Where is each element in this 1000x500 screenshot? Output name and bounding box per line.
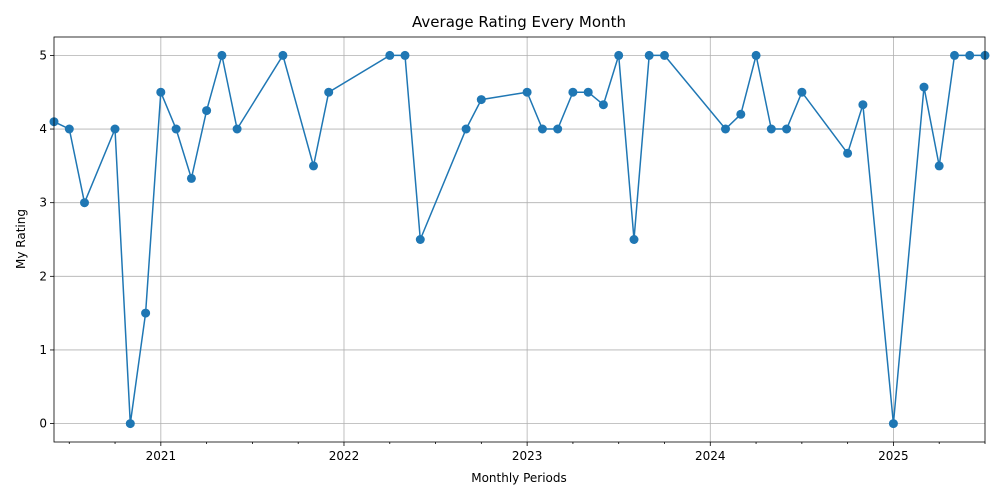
- data-point: [736, 109, 746, 119]
- y-tick-label: 3: [39, 196, 47, 210]
- data-point: [125, 419, 135, 429]
- y-tick-label: 5: [39, 48, 47, 62]
- data-point: [797, 87, 807, 97]
- data-point: [644, 50, 654, 60]
- x-tick-label: 2025: [878, 449, 909, 463]
- data-points: [49, 50, 990, 429]
- data-point: [110, 124, 120, 134]
- data-point: [614, 50, 624, 60]
- data-point: [629, 235, 639, 244]
- data-point: [476, 95, 486, 105]
- data-point: [232, 124, 242, 134]
- data-point: [843, 148, 853, 158]
- data-point: [660, 50, 669, 60]
- data-point: [64, 124, 74, 134]
- data-point: [278, 50, 288, 60]
- data-point: [950, 50, 959, 60]
- data-point: [934, 161, 944, 171]
- y-tick-label: 4: [39, 122, 47, 136]
- data-point: [80, 198, 89, 208]
- y-tick-label: 0: [39, 417, 47, 431]
- data-point: [522, 87, 532, 97]
- data-point: [461, 124, 471, 134]
- data-point: [598, 100, 608, 110]
- data-point: [888, 419, 898, 429]
- data-point: [721, 124, 730, 134]
- data-point: [385, 50, 395, 60]
- data-point: [141, 308, 151, 318]
- data-point: [415, 235, 425, 244]
- data-point: [186, 173, 196, 183]
- y-axis-label: My Rating: [14, 209, 28, 269]
- data-point: [766, 124, 776, 134]
- data-point: [858, 100, 868, 110]
- x-tick-label: 2023: [512, 449, 543, 463]
- x-axis-label: Monthly Periods: [471, 471, 567, 485]
- data-point: [537, 124, 547, 134]
- x-tick-label: 2022: [329, 449, 360, 463]
- data-point: [919, 82, 929, 92]
- data-point: [782, 124, 792, 134]
- grid: [54, 37, 985, 442]
- series-line: [53, 53, 985, 424]
- x-tick-label: 2021: [146, 449, 177, 463]
- x-tick-label: 2024: [695, 449, 726, 463]
- y-tick-label: 2: [39, 269, 47, 283]
- data-point: [400, 50, 410, 60]
- data-point: [217, 50, 227, 60]
- x-axis-ticks: 2021 2022 2023 2024 2025: [68, 442, 986, 463]
- chart-title: Average Rating Every Month: [412, 13, 626, 31]
- data-point: [568, 87, 578, 97]
- data-point: [553, 124, 563, 134]
- plot-frame: [53, 36, 986, 443]
- data-point: [156, 87, 166, 97]
- y-tick-label: 1: [39, 343, 47, 357]
- y-axis-ticks: 0 1 2 3 4 5: [39, 48, 54, 431]
- data-point: [324, 87, 334, 97]
- data-point: [309, 161, 318, 171]
- data-point: [202, 106, 212, 116]
- data-point: [751, 50, 761, 60]
- data-point: [583, 87, 593, 97]
- data-point: [965, 50, 975, 60]
- data-point: [171, 124, 181, 134]
- series-line-layer: [53, 53, 985, 424]
